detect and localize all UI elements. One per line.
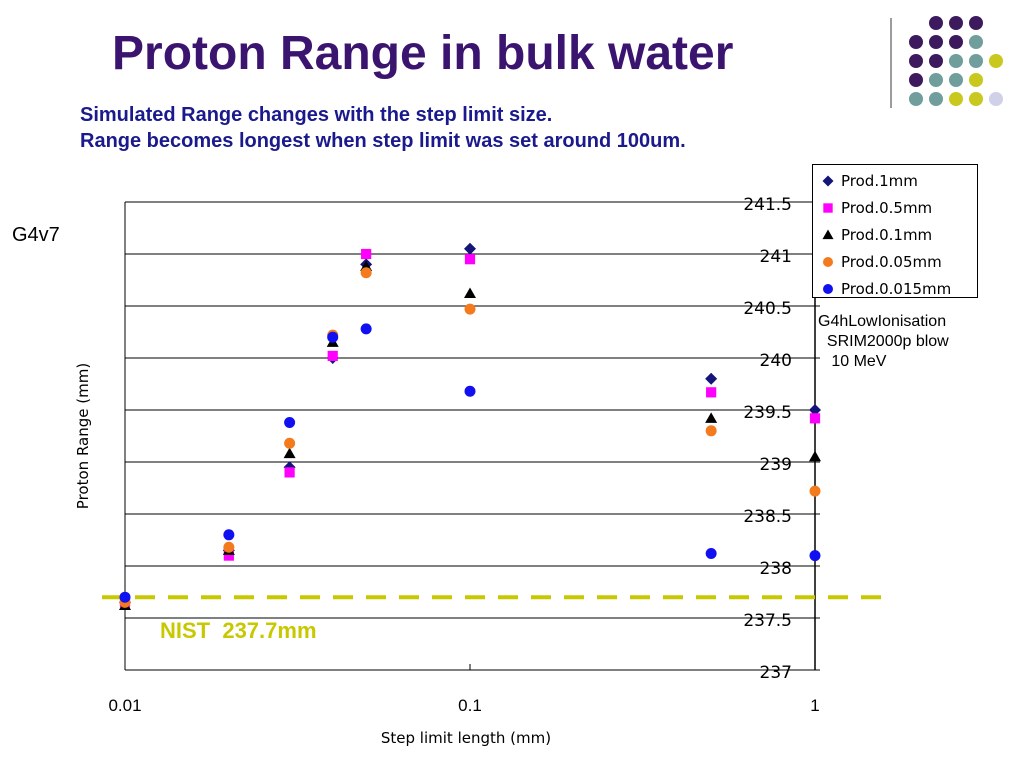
y-tick-label: 238 (760, 559, 792, 579)
data-point-prod-0-1mm (283, 447, 296, 459)
y-tick-label: 240 (760, 351, 792, 371)
x-axis-title: Step limit length (mm) (381, 729, 551, 747)
subtitle-line-2: Range becomes longest when step limit wa… (80, 130, 686, 152)
subtitle-line-1: Simulated Range changes with the step li… (80, 104, 553, 126)
decorative-dot (909, 92, 923, 106)
decorative-dot (949, 16, 963, 30)
decorative-dot (929, 35, 943, 49)
note-line-2: SRIM2000p blow (818, 333, 949, 350)
y-tick-label: 239 (760, 455, 792, 475)
nist-label: NIST 237.7mm (160, 618, 317, 643)
data-point-prod-0-5mm (284, 467, 295, 478)
legend-item: Prod.0.5mm (821, 198, 932, 218)
data-point-prod-0-1mm (809, 450, 821, 462)
data-point-prod-0-5mm (706, 387, 717, 398)
data-point-prod-0-1mm (464, 287, 476, 299)
data-point-prod-1mm (464, 242, 476, 255)
slide-subtitle: Simulated Range changes with the step li… (80, 102, 686, 154)
decorative-dot (969, 35, 983, 49)
data-point-prod-0-015mm (705, 548, 717, 560)
data-point-prod-0-015mm (223, 529, 235, 541)
legend-marker-icon (823, 203, 833, 213)
decorative-dot (969, 92, 983, 106)
decorative-dot (909, 54, 923, 68)
legend-marker-icon (823, 257, 833, 267)
data-point-prod-0-1mm (705, 412, 718, 423)
decorative-dot (929, 73, 943, 87)
data-point-prod-0-05mm (705, 425, 717, 437)
y-tick-label: 241.5 (743, 195, 792, 215)
decorative-dot (929, 16, 943, 30)
decorative-dot (909, 73, 923, 87)
legend-marker-icon (822, 175, 834, 187)
data-point-prod-0-05mm (223, 541, 235, 553)
model-note: G4hLowIonisation SRIM2000p blow 10 MeV (818, 312, 949, 372)
legend-item: Prod.0.05mm (821, 252, 942, 272)
decorative-dot (969, 73, 983, 87)
data-point-prod-0-5mm (361, 248, 372, 260)
slide-title: Proton Range in bulk water (112, 27, 734, 80)
data-point-prod-0-05mm (464, 303, 476, 315)
data-point-prod-0-015mm (809, 550, 821, 562)
legend-item: Prod.0.1mm (821, 225, 932, 245)
decorative-dot (949, 54, 963, 68)
legend-item: Prod.0.015mm (821, 279, 951, 299)
y-tick-label: 240.5 (743, 299, 792, 319)
y-tick-label: 239.5 (743, 403, 792, 423)
legend-marker-icon (823, 284, 833, 294)
decorative-dot (929, 92, 943, 106)
data-point-prod-0-015mm (327, 331, 339, 343)
data-point-prod-0-015mm (119, 591, 131, 603)
data-point-prod-1mm (809, 404, 821, 416)
data-point-prod-0-5mm (464, 254, 476, 265)
y-tick-label: 238.5 (743, 507, 792, 527)
y-tick-label: 241 (760, 247, 792, 267)
decorative-dot (949, 73, 963, 87)
legend-label: Prod.0.05mm (841, 253, 942, 271)
y-tick-label: 237.5 (743, 611, 792, 631)
legend-label: Prod.1mm (841, 172, 918, 190)
chart-legend: Prod.1mm Prod.0.5mm Prod.0.1mm Prod.0.05mm P… (812, 164, 978, 298)
legend-marker-icon (822, 229, 834, 240)
decorative-dot (969, 16, 983, 30)
data-point-prod-0-015mm (360, 323, 372, 335)
decorative-dot (989, 92, 1003, 106)
x-tick-label: 1 (810, 696, 819, 715)
decorative-dot (929, 54, 943, 68)
decorative-dot-grid (909, 16, 1003, 106)
data-point-prod-0-015mm (464, 385, 476, 397)
legend-label: Prod.0.015mm (841, 280, 952, 298)
note-line-1: G4hLowIonisation (818, 313, 947, 330)
legend-label: Prod.0.5mm (841, 199, 933, 217)
data-point-prod-0-05mm (809, 485, 821, 497)
data-point-prod-0-05mm (360, 267, 372, 279)
decorative-dot (969, 54, 983, 68)
data-point-prod-0-5mm (809, 413, 821, 424)
legend-label: Prod.0.1mm (841, 226, 933, 244)
decorative-divider (890, 18, 892, 108)
x-tick-label: 0.01 (108, 696, 141, 715)
decorative-dot (909, 35, 923, 49)
data-point-prod-0-5mm (327, 350, 338, 362)
y-axis-title: Proton Range (mm) (74, 363, 92, 509)
decorative-dot (989, 54, 1003, 68)
legend-item: Prod.1mm (821, 171, 918, 191)
data-point-prod-0-015mm (284, 416, 296, 428)
data-point-prod-0-5mm (223, 550, 234, 561)
decorative-dot (949, 35, 963, 49)
data-point-prod-1mm (705, 372, 718, 385)
data-point-prod-0-05mm (284, 437, 296, 449)
version-label: G4v7 (12, 224, 60, 246)
decorative-dot (949, 92, 963, 106)
y-tick-label: 237 (760, 663, 792, 683)
x-tick-label: 0.1 (458, 696, 482, 715)
note-line-3: 10 MeV (818, 353, 887, 370)
